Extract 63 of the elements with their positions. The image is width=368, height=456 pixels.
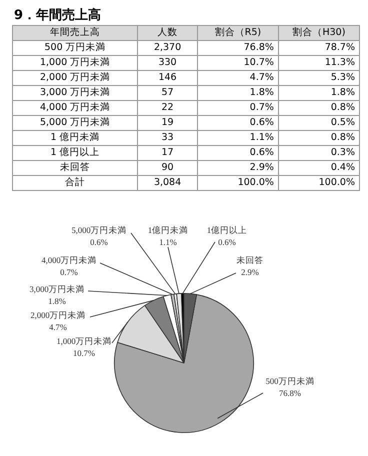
text: 5,000 万円未満 [12,116,138,130]
text: 1 億円以上 [12,146,138,160]
data-label: 0.6% [218,237,236,248]
text: 76.8% [197,40,278,56]
text: 合計 [12,176,138,190]
text: 10.7% [197,56,278,70]
text: 人数 [138,26,198,40]
slice-label: 3,000万円未満 [29,284,85,294]
text: 1.8% [278,86,360,100]
text: 0.7% [197,100,278,116]
slice-label: 未回答 [236,255,264,266]
slice-label: 1億円以上 [206,225,248,236]
text: 9．年間売上高 [14,8,102,24]
text: 33 [138,130,198,146]
text: 90 [138,160,198,176]
text: 57 [138,86,198,100]
text: 未回答 [12,160,138,176]
slice-label: 2,000万円未満 [30,310,86,320]
text: 17 [138,146,198,160]
text: 19 [138,116,198,130]
data-label: 10.7% [73,348,95,358]
text: 0.8% [278,130,360,146]
text: 0.6% [197,146,278,160]
text: 3,084 [138,176,198,190]
data-label: 0.7% [60,267,78,278]
text: 1 億円未満 [12,130,138,146]
text: 割合（R5) [197,26,278,40]
text: 3,000 万円未満 [12,86,138,100]
text: 年間売上高 [12,26,138,40]
slice-label: 1億円未満 [148,225,188,236]
slice-label: 5,000万円未満 [71,225,127,236]
data-label: 76.8% [279,388,301,398]
data-label: 1.1% [159,237,177,248]
text: 0.5% [278,116,360,130]
text: 78.7% [278,40,360,56]
text: 1.1% [197,130,278,146]
slice-label: 500万円未満 [266,376,314,386]
text: 5.3% [278,70,360,86]
text: 2,000 万円未満 [12,70,138,86]
text: 100.0% [278,176,360,190]
text: 0.8% [278,100,360,116]
text: 4,000 万円未満 [12,100,138,116]
text: 割合（H30) [278,26,360,40]
text: 1,000 万円未満 [12,56,138,70]
text: 2.9% [197,160,278,176]
slice-label: 1,000万円未満 [56,336,112,346]
text: 0.4% [278,160,360,176]
data-label: 1.8% [48,296,66,306]
slice-label: 4,000万円未満 [41,255,97,266]
text: 0.3% [278,146,360,160]
text: 22 [138,100,198,116]
text: 4.7% [197,70,278,86]
data-label: 4.7% [49,322,67,332]
text: 100.0% [197,176,278,190]
text: 500 万円未満 [12,40,138,56]
text: 146 [138,70,198,86]
data-label: 0.6% [90,237,108,248]
text: 1.8% [197,86,278,100]
text: 0.6% [197,116,278,130]
text: 330 [138,56,198,70]
data-label: 2.9% [241,267,259,278]
text: 11.3% [278,56,360,70]
text: 2,370 [138,40,198,56]
